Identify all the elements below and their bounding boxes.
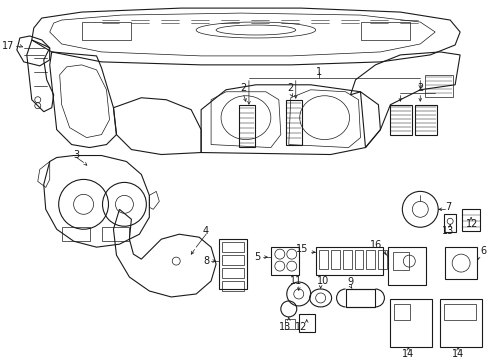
Bar <box>62 227 90 241</box>
Bar <box>345 289 375 307</box>
Text: 6: 6 <box>480 246 486 256</box>
Text: 10: 10 <box>317 276 329 286</box>
Text: 15: 15 <box>296 244 309 254</box>
Text: 9: 9 <box>347 277 354 287</box>
Text: 1: 1 <box>316 67 322 77</box>
Text: 17: 17 <box>1 41 14 51</box>
Bar <box>445 247 477 279</box>
Bar <box>222 242 244 252</box>
Text: 14: 14 <box>452 349 464 359</box>
Bar <box>416 105 437 135</box>
Bar <box>222 281 244 291</box>
Text: 13: 13 <box>279 322 291 332</box>
Bar <box>219 239 247 289</box>
Text: 12: 12 <box>466 219 478 229</box>
Bar <box>239 105 255 147</box>
Bar <box>355 250 364 269</box>
Bar <box>82 22 131 40</box>
Bar <box>299 314 315 332</box>
Bar <box>391 105 412 135</box>
Bar <box>343 250 351 269</box>
Text: 11: 11 <box>290 276 302 286</box>
Text: 4: 4 <box>203 226 209 236</box>
Bar <box>462 209 480 231</box>
Bar <box>271 247 299 275</box>
Text: 2: 2 <box>240 83 246 93</box>
Bar <box>425 75 453 97</box>
Text: 8: 8 <box>203 256 209 266</box>
Bar <box>331 250 340 269</box>
Bar <box>378 250 388 269</box>
Text: 3: 3 <box>74 149 80 159</box>
Bar <box>440 299 482 347</box>
Text: 12: 12 <box>294 322 307 332</box>
Text: 16: 16 <box>370 240 382 250</box>
Bar <box>444 214 456 232</box>
Bar <box>222 268 244 278</box>
Bar <box>222 255 244 265</box>
Text: 2: 2 <box>288 83 294 93</box>
Bar <box>391 299 432 347</box>
Bar <box>101 227 129 241</box>
Bar <box>316 247 383 275</box>
Bar <box>286 100 302 145</box>
Bar <box>394 304 410 320</box>
Bar <box>318 250 328 269</box>
Text: 5: 5 <box>255 252 261 262</box>
Text: 14: 14 <box>402 349 415 359</box>
Text: 7: 7 <box>445 202 451 212</box>
Bar <box>361 22 410 40</box>
Text: 2: 2 <box>417 83 423 93</box>
Bar <box>285 319 295 329</box>
Bar <box>444 304 476 320</box>
Bar <box>393 252 409 270</box>
Bar <box>389 247 426 285</box>
Text: 13: 13 <box>442 226 454 236</box>
Bar <box>367 250 375 269</box>
